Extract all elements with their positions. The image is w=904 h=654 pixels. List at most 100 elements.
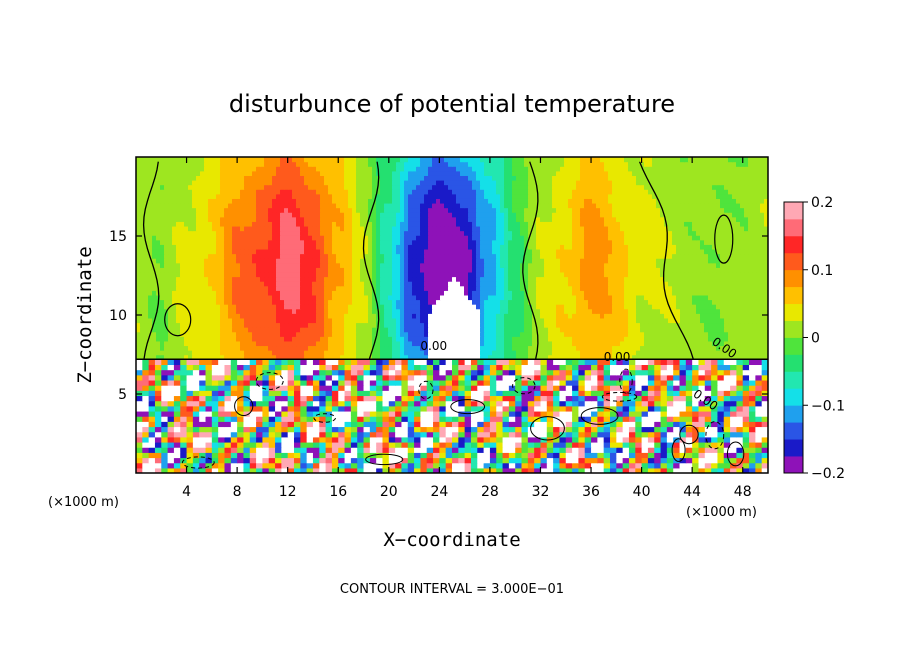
field-cell	[172, 345, 177, 351]
field-cell	[688, 331, 693, 337]
field-cell	[372, 230, 377, 236]
field-cell	[344, 271, 349, 278]
field-cell	[320, 271, 325, 278]
field-cell	[540, 327, 545, 333]
field-cell	[616, 313, 621, 319]
field-cell	[400, 294, 405, 301]
field-cell	[368, 336, 373, 342]
field-cell	[384, 221, 389, 227]
field-cell	[320, 216, 325, 222]
field-cell	[440, 216, 445, 222]
field-cell	[664, 235, 669, 241]
field-cell	[584, 221, 589, 227]
field-cell	[712, 281, 717, 287]
field-cell	[296, 258, 301, 264]
field-cell	[652, 294, 657, 301]
field-cell	[708, 350, 713, 356]
field-cell	[736, 299, 741, 305]
field-cell	[524, 294, 529, 301]
field-cell	[212, 354, 217, 360]
field-cell	[548, 248, 553, 255]
field-cell	[252, 244, 257, 250]
field-cell	[360, 281, 365, 287]
field-cell	[684, 313, 689, 319]
field-cell	[324, 281, 329, 287]
field-cell	[248, 230, 253, 236]
field-cell	[236, 299, 241, 305]
field-cell	[444, 345, 449, 351]
field-cell	[640, 239, 645, 245]
field-cell	[564, 294, 569, 301]
field-cell	[348, 239, 353, 245]
field-cell	[328, 239, 333, 245]
field-cell	[152, 212, 157, 218]
field-cell	[664, 354, 669, 360]
field-cell	[596, 350, 601, 356]
field-cell	[720, 221, 725, 227]
field-cell	[664, 262, 669, 268]
field-cell	[292, 216, 297, 222]
field-cell	[600, 216, 605, 222]
field-cell	[200, 216, 205, 222]
field-cell	[692, 308, 697, 314]
field-cell	[204, 340, 209, 347]
field-cell	[736, 340, 741, 347]
field-cell	[580, 225, 585, 232]
field-cell	[216, 281, 221, 287]
field-cell	[292, 327, 297, 333]
field-cell	[648, 290, 653, 296]
field-cell	[464, 281, 469, 287]
field-cell	[676, 350, 681, 356]
field-cell	[488, 340, 493, 347]
field-cell	[192, 216, 197, 222]
field-cell	[212, 317, 217, 324]
field-cell	[220, 313, 225, 319]
field-cell	[532, 281, 537, 287]
field-cell	[420, 230, 425, 236]
field-cell	[392, 313, 397, 319]
field-cell	[412, 317, 417, 324]
field-cell	[176, 221, 181, 227]
field-cell	[312, 267, 317, 273]
field-cell	[368, 308, 373, 314]
field-cell	[740, 239, 745, 245]
field-cell	[728, 216, 733, 222]
field-cell	[536, 304, 541, 310]
field-cell	[764, 354, 768, 360]
field-cell	[316, 281, 321, 287]
field-cell	[588, 285, 593, 291]
field-cell	[760, 345, 765, 351]
field-cell	[228, 225, 233, 232]
field-cell	[420, 258, 425, 264]
field-cell	[720, 285, 725, 291]
field-cell	[172, 212, 177, 218]
field-cell	[244, 221, 249, 227]
field-cell	[720, 276, 725, 282]
field-cell	[700, 276, 705, 282]
field-cell	[184, 308, 189, 314]
field-cell	[644, 276, 649, 282]
field-cell	[380, 258, 385, 264]
field-cell	[280, 221, 285, 227]
field-cell	[368, 271, 373, 278]
field-cell	[424, 336, 429, 342]
field-cell	[160, 317, 165, 324]
field-cell	[232, 327, 237, 333]
field-cell	[276, 322, 281, 328]
field-cell	[720, 308, 725, 314]
field-cell	[636, 336, 641, 342]
field-cell	[320, 235, 325, 241]
field-cell	[376, 216, 381, 222]
field-cell	[644, 253, 649, 259]
field-cell	[528, 317, 533, 324]
field-cell	[504, 290, 509, 296]
field-cell	[576, 304, 581, 310]
field-cell	[208, 244, 213, 250]
field-cell	[744, 308, 749, 314]
field-cell	[560, 235, 565, 241]
field-cell	[644, 331, 649, 337]
field-cell	[748, 253, 753, 259]
field-cell	[304, 281, 309, 287]
field-cell	[532, 304, 537, 310]
field-cell	[340, 267, 345, 273]
